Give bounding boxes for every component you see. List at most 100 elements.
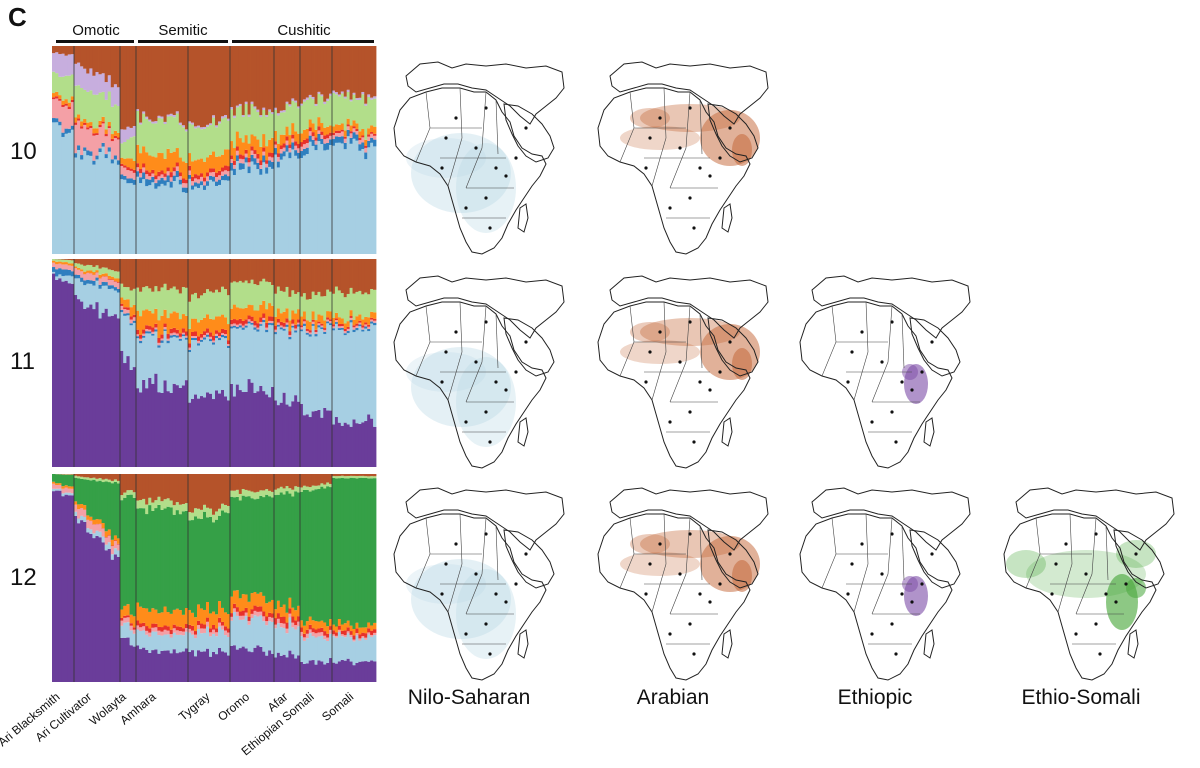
bar-segment-12-orange bbox=[227, 614, 231, 629]
bar-segment-11-purple bbox=[160, 392, 164, 467]
bar-segment-12-light_green bbox=[288, 488, 292, 494]
bar-segment-10-dark_blue bbox=[70, 125, 75, 130]
bar-segment-12-red bbox=[166, 626, 171, 631]
bar-segment-12-green bbox=[113, 481, 118, 536]
bar-segment-12-pink bbox=[265, 621, 269, 626]
bar-segment-12-light_blue bbox=[86, 528, 90, 533]
bar-segment-10-pink bbox=[373, 135, 377, 140]
bar-segment-10-lavender bbox=[116, 87, 121, 107]
madagascar-outline bbox=[721, 417, 733, 447]
bar-segment-12-green bbox=[256, 498, 260, 594]
bar-segment-11-orange bbox=[129, 307, 134, 317]
bar-segment-12-light_blue bbox=[367, 634, 371, 662]
bar-segment-10-light_blue bbox=[250, 161, 254, 254]
group-line-cushitic bbox=[232, 40, 374, 43]
bar-segment-12-brown bbox=[337, 474, 342, 477]
bar-segment-12-pink bbox=[343, 635, 348, 638]
bar-segment-10-brown bbox=[256, 46, 260, 110]
bar-segment-11-purple bbox=[215, 390, 219, 467]
bar-segment-10-light_green bbox=[92, 94, 96, 129]
bar-segment-10-red bbox=[314, 137, 318, 141]
bar-segment-10-red bbox=[61, 104, 65, 107]
bar-segment-12-brown bbox=[154, 474, 158, 501]
bar-segment-11-light_blue bbox=[323, 333, 327, 408]
bar-segment-11-brown bbox=[172, 259, 177, 287]
bar-segment-10-light_blue bbox=[247, 173, 251, 254]
bar-segment-11-light_green bbox=[181, 287, 186, 315]
bar-segment-11-light_blue bbox=[154, 331, 158, 374]
bar-segment-12-purple bbox=[67, 495, 72, 682]
country-border bbox=[871, 305, 893, 403]
bar-segment-12-red bbox=[253, 605, 257, 611]
bar-segment-11-orange bbox=[203, 317, 207, 332]
bar-segment-12-light_blue bbox=[291, 627, 295, 655]
bar-segment-10-orange bbox=[61, 100, 65, 105]
bar-segment-10-orange bbox=[332, 126, 336, 133]
bar-segment-12-brown bbox=[175, 474, 180, 503]
bar-segment-11-brown bbox=[178, 259, 183, 294]
group-label-omotic: Omotic bbox=[72, 22, 120, 39]
bar-segment-11-light_green bbox=[300, 296, 304, 317]
bar-segment-12-light_blue bbox=[67, 492, 72, 496]
bar-segment-10-lavender bbox=[268, 109, 272, 112]
bar-segment-11-brown bbox=[271, 259, 275, 285]
bar-segment-10-lavender bbox=[120, 129, 124, 144]
sample-location-dot bbox=[688, 320, 692, 324]
bar-segment-12-purple bbox=[145, 649, 149, 682]
bar-segment-11-orange bbox=[343, 323, 348, 329]
bar-segment-10-red bbox=[308, 127, 313, 132]
bar-segment-12-red bbox=[241, 610, 246, 616]
bar-segment-12-brown bbox=[83, 474, 87, 478]
bar-segment-12-light_blue bbox=[160, 635, 164, 651]
bar-segment-12-brown bbox=[238, 474, 243, 494]
bar-segment-12-green bbox=[337, 478, 342, 619]
bar-segment-11-light_blue bbox=[101, 285, 106, 313]
bar-segment-12-light_blue bbox=[126, 622, 130, 638]
bar-segment-10-lavender bbox=[364, 103, 368, 106]
country-border bbox=[651, 301, 667, 401]
bar-segment-11-pink bbox=[288, 334, 292, 337]
bar-segment-11-purple bbox=[132, 367, 137, 467]
bar-segment-11-red bbox=[334, 318, 339, 321]
bar-segment-12-green bbox=[311, 490, 315, 621]
bar-segment-10-light_green bbox=[274, 109, 278, 131]
bar-segment-10-light_green bbox=[166, 116, 171, 149]
bar-segment-12-light_green bbox=[276, 488, 281, 495]
bar-segment-12-purple bbox=[58, 490, 62, 682]
bar-segment-10-orange bbox=[370, 125, 374, 133]
bar-segment-12-brown bbox=[259, 474, 263, 491]
bar-segment-10-orange bbox=[197, 159, 201, 176]
bar-segment-12-light_green bbox=[110, 480, 115, 484]
bar-segment-12-green bbox=[107, 482, 112, 530]
bar-segment-11-red bbox=[142, 329, 146, 334]
bar-segment-12-purple bbox=[136, 645, 140, 682]
bar-segment-10-pink bbox=[265, 163, 269, 168]
bar-segment-10-lavender bbox=[89, 68, 93, 91]
bar-segment-11-light_blue bbox=[221, 337, 225, 390]
sample-location-dot bbox=[658, 542, 662, 546]
bar-segment-11-orange bbox=[230, 308, 234, 320]
bar-segment-11-dark_blue bbox=[129, 323, 134, 326]
bar-segment-12-brown bbox=[282, 474, 286, 489]
bar-segment-12-brown bbox=[343, 474, 348, 477]
bar-segment-10-light_blue bbox=[340, 143, 345, 254]
bar-segment-11-brown bbox=[326, 259, 330, 290]
sample-location-dot bbox=[692, 226, 696, 230]
bar-segment-11-red bbox=[129, 316, 134, 320]
bar-segment-11-orange bbox=[136, 310, 140, 330]
bar-segment-10-pink bbox=[200, 176, 204, 182]
bar-segment-11-purple bbox=[247, 379, 251, 467]
bar-segment-10-light_blue bbox=[311, 145, 315, 254]
bar-segment-10-orange bbox=[238, 138, 243, 155]
bar-segment-12-light_green bbox=[104, 478, 109, 482]
bar-segment-11-purple bbox=[232, 396, 237, 467]
bar-segment-12-orange bbox=[358, 627, 362, 635]
bar-segment-11-orange bbox=[172, 311, 177, 328]
bar-segment-10-light_green bbox=[329, 95, 333, 126]
bar-segment-12-brown bbox=[200, 474, 204, 510]
bar-segment-10-lavender bbox=[323, 101, 327, 105]
bar-segment-12-brown bbox=[89, 474, 93, 479]
bar-segment-11-orange bbox=[181, 314, 186, 329]
bar-segment-11-light_green bbox=[67, 260, 72, 264]
sample-location-dot bbox=[484, 320, 488, 324]
